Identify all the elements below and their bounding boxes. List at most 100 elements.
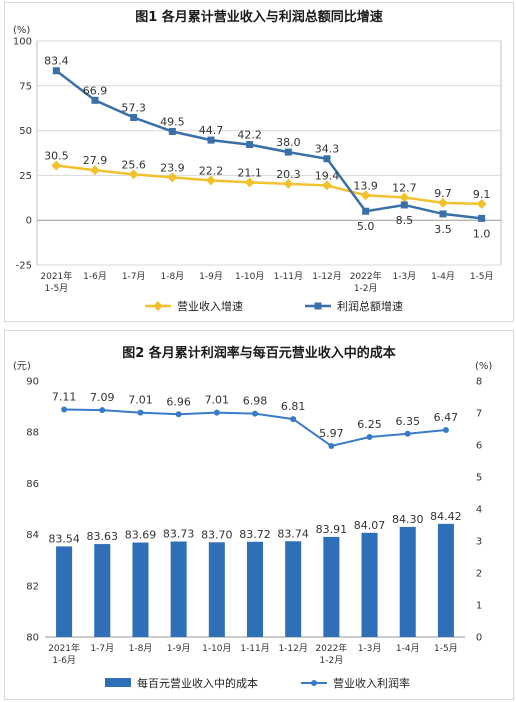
legend-label-bar: 每百元营业收入中的成本 <box>137 676 258 690</box>
line-data-label: 6.35 <box>395 415 420 428</box>
x-tick-label: 1-8月 <box>160 271 184 282</box>
profit-rate-point <box>61 406 68 413</box>
data-label: 1.0 <box>473 227 491 240</box>
series-point <box>91 96 99 104</box>
y-right-tick-label: 0 <box>476 633 482 644</box>
data-label: 21.1 <box>237 166 262 179</box>
bar-data-label: 83.70 <box>201 528 233 541</box>
profit-rate-point <box>442 426 449 433</box>
y-right-tick-label: 7 <box>476 409 482 420</box>
x-tick-label: 1-7月 <box>122 271 146 282</box>
series-point <box>52 67 60 75</box>
x-tick-label: 1-6月 <box>83 271 107 282</box>
series-point <box>322 180 332 191</box>
series-point <box>207 136 215 144</box>
line-data-label: 6.47 <box>434 411 459 424</box>
legend-label-2: 利润总额增速 <box>337 299 403 313</box>
series-point <box>244 177 255 188</box>
profit-rate-point <box>366 434 373 440</box>
data-label: 38.0 <box>276 136 301 149</box>
data-label: 8.5 <box>396 214 414 227</box>
y-left-tick-label: 90 <box>26 377 39 388</box>
data-label: 57.3 <box>121 102 146 115</box>
chart-2-legend: 每百元营业收入中的成本 营业收入利润率 <box>105 676 410 690</box>
y-left-tick-label: 86 <box>26 479 39 490</box>
x-tick-label: 1-5月 <box>470 271 494 282</box>
cost-bar <box>246 541 264 637</box>
legend-label-line: 营业收入利润率 <box>333 676 410 690</box>
data-label: 83.4 <box>44 55 69 68</box>
legend-marker <box>153 301 163 311</box>
x-tick-label: 2021年 <box>40 270 72 282</box>
cost-bar <box>361 532 378 637</box>
data-label: 5.0 <box>357 220 375 233</box>
data-label: 44.7 <box>199 124 224 137</box>
line-data-label: 5.97 <box>319 427 344 440</box>
cost-bar <box>56 546 73 637</box>
x-tick-label: 2022年 <box>315 642 347 654</box>
data-label: 9.1 <box>473 188 491 201</box>
plot-frame <box>36 40 502 266</box>
series-point <box>167 172 178 183</box>
profit-rate-point <box>175 411 182 418</box>
chart-2-data-labels: 83.54 83.63 83.69 83.73 83.70 83.72 83.74 83.91… <box>48 390 461 545</box>
data-label: 66.9 <box>83 84 108 97</box>
series-point <box>439 210 447 218</box>
line-data-label: 6.96 <box>166 395 191 408</box>
series-point <box>283 178 294 189</box>
cost-bar <box>323 536 340 637</box>
data-label: 12.7 <box>392 181 417 194</box>
x-tick-label: 1-3月 <box>392 271 416 282</box>
bar-data-label: 83.54 <box>48 532 80 545</box>
profit-rate-point <box>213 409 220 416</box>
chart-1-svg: 图1 各月累计营业收入与利润总额同比增速 (%) 100 75 50 25 0 -25 2… <box>13 9 502 313</box>
chart-1-y-axis: 100 75 50 25 0 -25 <box>13 37 32 272</box>
chart-1-series <box>51 67 487 222</box>
x-tick-label: 1-9月 <box>167 643 191 654</box>
line-data-label: 7.01 <box>128 394 153 407</box>
bar-data-label: 83.74 <box>277 527 309 540</box>
cost-bar <box>208 542 225 637</box>
line-data-label: 7.09 <box>90 391 115 404</box>
bar-data-label: 83.69 <box>125 529 157 542</box>
y-right-tick-label: 4 <box>476 505 482 516</box>
cost-bar <box>437 523 454 637</box>
bar-data-label: 84.07 <box>354 519 386 532</box>
y-tick-label: 75 <box>19 81 32 92</box>
bar-data-label: 83.73 <box>163 528 195 541</box>
x-tick-label: 1-4月 <box>396 643 420 654</box>
line-data-label: 6.98 <box>243 395 268 408</box>
data-label: 20.3 <box>276 168 301 181</box>
cost-bar <box>170 541 187 637</box>
x-tick-label: 1-12月 <box>312 271 341 282</box>
cost-bar <box>132 542 149 637</box>
line-data-label: 7.01 <box>205 394 230 407</box>
series-point <box>206 175 216 186</box>
x-tick-label: 1-4月 <box>431 271 455 282</box>
line-data-label: 6.81 <box>281 400 306 413</box>
data-label: 49.5 <box>160 115 185 128</box>
data-label: 30.5 <box>44 150 69 163</box>
x-tick-label: 1-12月 <box>278 643 307 654</box>
data-label: 9.7 <box>434 187 452 200</box>
x-tick-label-line2: 1-5月 <box>44 283 68 294</box>
bar-data-label: 84.30 <box>392 513 424 526</box>
chart-1-panel: 图1 各月累计营业收入与利润总额同比增速 (%) 100 75 50 25 0 -25 2… <box>4 2 514 322</box>
chart-1-ylabel: (%) <box>13 25 30 36</box>
series-point <box>284 148 292 156</box>
cost-bar <box>399 526 416 637</box>
series-point <box>360 190 371 201</box>
series-point <box>51 160 62 171</box>
profit-rate-point <box>137 409 144 416</box>
y-tick-label: 25 <box>19 171 32 182</box>
data-label: 23.9 <box>160 161 185 174</box>
chart-1-data-labels: 30.5 27.9 25.6 23.9 22.2 21.1 20.3 19.4 13.9 12.7… <box>44 55 490 241</box>
x-tick-label: 1-10月 <box>235 271 264 282</box>
profit-rate-point <box>99 407 106 414</box>
chart-2-title: 图2 各月累计利润率与每百元营业收入中的成本 <box>122 345 396 361</box>
chart-1-title: 图1 各月累计营业收入与利润总额同比增速 <box>135 9 383 25</box>
x-tick-label-line2: 1-6月 <box>52 655 76 666</box>
profit-rate-point <box>328 442 335 449</box>
chart-2-bars <box>56 523 454 637</box>
